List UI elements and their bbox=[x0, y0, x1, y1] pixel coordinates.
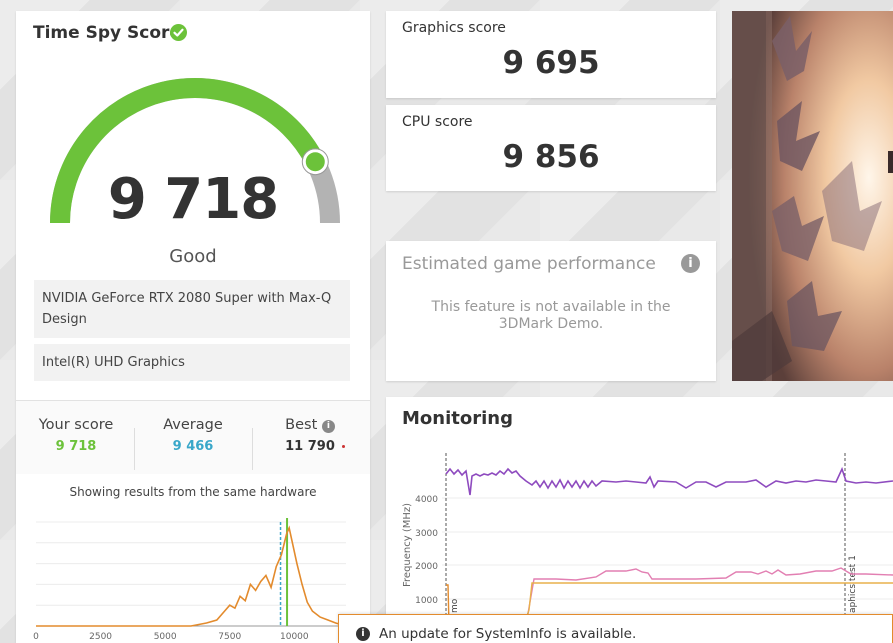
grid-lines bbox=[442, 497, 893, 600]
stats-divider bbox=[16, 400, 370, 401]
y-tick-1000: 1000 bbox=[415, 596, 438, 606]
histogram-caption: Showing results from the same hardware bbox=[69, 485, 317, 499]
series-cpu-clock bbox=[445, 466, 893, 496]
info-icon: i bbox=[356, 627, 370, 641]
overall-score: 9 718 bbox=[107, 167, 279, 232]
estimated-game-performance-title: Estimated game performance bbox=[402, 254, 656, 274]
histogram-distribution-line bbox=[36, 525, 347, 627]
stat-separator bbox=[252, 428, 253, 470]
histogram-x-tick: 7500 bbox=[218, 632, 241, 642]
hero-image-art bbox=[732, 11, 893, 381]
score-gauge bbox=[50, 78, 340, 224]
stat-your-score-value: 9 718 bbox=[55, 439, 97, 454]
y-tick-3000: 3000 bbox=[415, 529, 438, 539]
series-orange bbox=[446, 584, 450, 626]
stat-your-score: Your score 9 718 bbox=[26, 417, 126, 454]
stat-best-label-row: Best i bbox=[260, 417, 360, 433]
info-icon[interactable]: i bbox=[681, 254, 700, 273]
score-rating: Good bbox=[169, 246, 217, 267]
marker-label-start: mo bbox=[450, 598, 460, 613]
graphics-score-label: Graphics score bbox=[402, 20, 506, 36]
score-distribution-histogram: 0 2500 5000 7500 10000 bbox=[33, 518, 347, 642]
stats-background bbox=[16, 401, 370, 474]
histogram-x-tick: 2500 bbox=[89, 632, 112, 642]
stat-your-score-label: Your score bbox=[38, 417, 114, 433]
histogram-x-tick: 5000 bbox=[154, 632, 177, 642]
gauge-knob bbox=[302, 149, 328, 175]
stat-average-label: Average bbox=[163, 417, 223, 433]
estimated-game-performance-card: Estimated game performance i This featur… bbox=[386, 241, 716, 381]
stat-average: Average 9 466 bbox=[143, 417, 243, 454]
stat-best: Best i 11 790 bbox=[260, 417, 360, 454]
score-card-title: Time Spy Score bbox=[33, 23, 181, 43]
histogram-x-tick: 10000 bbox=[280, 632, 309, 642]
update-notification-text: An update for SystemInfo is available. bbox=[379, 626, 637, 642]
benchmark-hero-image bbox=[732, 11, 893, 381]
monitoring-card: Monitoring Frequency (MHz) 4000 3000 200… bbox=[386, 397, 893, 643]
graphics-score-card: Graphics score 9 695 bbox=[386, 11, 716, 98]
estimated-game-performance-message: This feature is not available in the 3DM… bbox=[386, 299, 716, 333]
histogram-x-tick: 0 bbox=[33, 632, 39, 642]
hardware-item-igpu: Intel(R) UHD Graphics bbox=[34, 344, 350, 381]
cpu-score-value: 9 856 bbox=[502, 139, 600, 175]
message-line-2: 3DMark Demo. bbox=[498, 316, 604, 332]
monitoring-title: Monitoring bbox=[402, 408, 513, 429]
marker-label-graphics-test: aphics test 1 bbox=[848, 555, 858, 613]
cpu-score-label: CPU score bbox=[402, 114, 473, 130]
update-notification[interactable]: i An update for SystemInfo is available. bbox=[338, 614, 893, 643]
stat-separator bbox=[134, 428, 135, 470]
gauge-knob-ring bbox=[301, 148, 329, 176]
check-circle-icon bbox=[170, 24, 187, 41]
y-tick-4000: 4000 bbox=[415, 495, 438, 505]
stat-best-label: Best bbox=[285, 417, 318, 433]
stat-best-value: 11 790 bbox=[285, 439, 335, 454]
message-line-1: This feature is not available in the bbox=[431, 299, 671, 315]
y-tick-2000: 2000 bbox=[415, 562, 438, 572]
hardware-item-gpu: NVIDIA GeForce RTX 2080 Super with Max-Q… bbox=[34, 280, 350, 338]
time-spy-score-card: Time Spy Score 9 718 Good NVIDIA GeForce… bbox=[16, 11, 370, 643]
y-axis-label: Frequency (MHz) bbox=[402, 503, 413, 587]
info-icon[interactable]: i bbox=[321, 420, 335, 433]
cpu-score-card: CPU score 9 856 bbox=[386, 105, 716, 191]
best-marker-dot bbox=[342, 445, 345, 448]
stat-average-value: 9 466 bbox=[172, 439, 214, 454]
series-gpu-clock bbox=[446, 567, 893, 626]
graphics-score-value: 9 695 bbox=[502, 45, 600, 81]
gauge-fill bbox=[50, 78, 325, 224]
